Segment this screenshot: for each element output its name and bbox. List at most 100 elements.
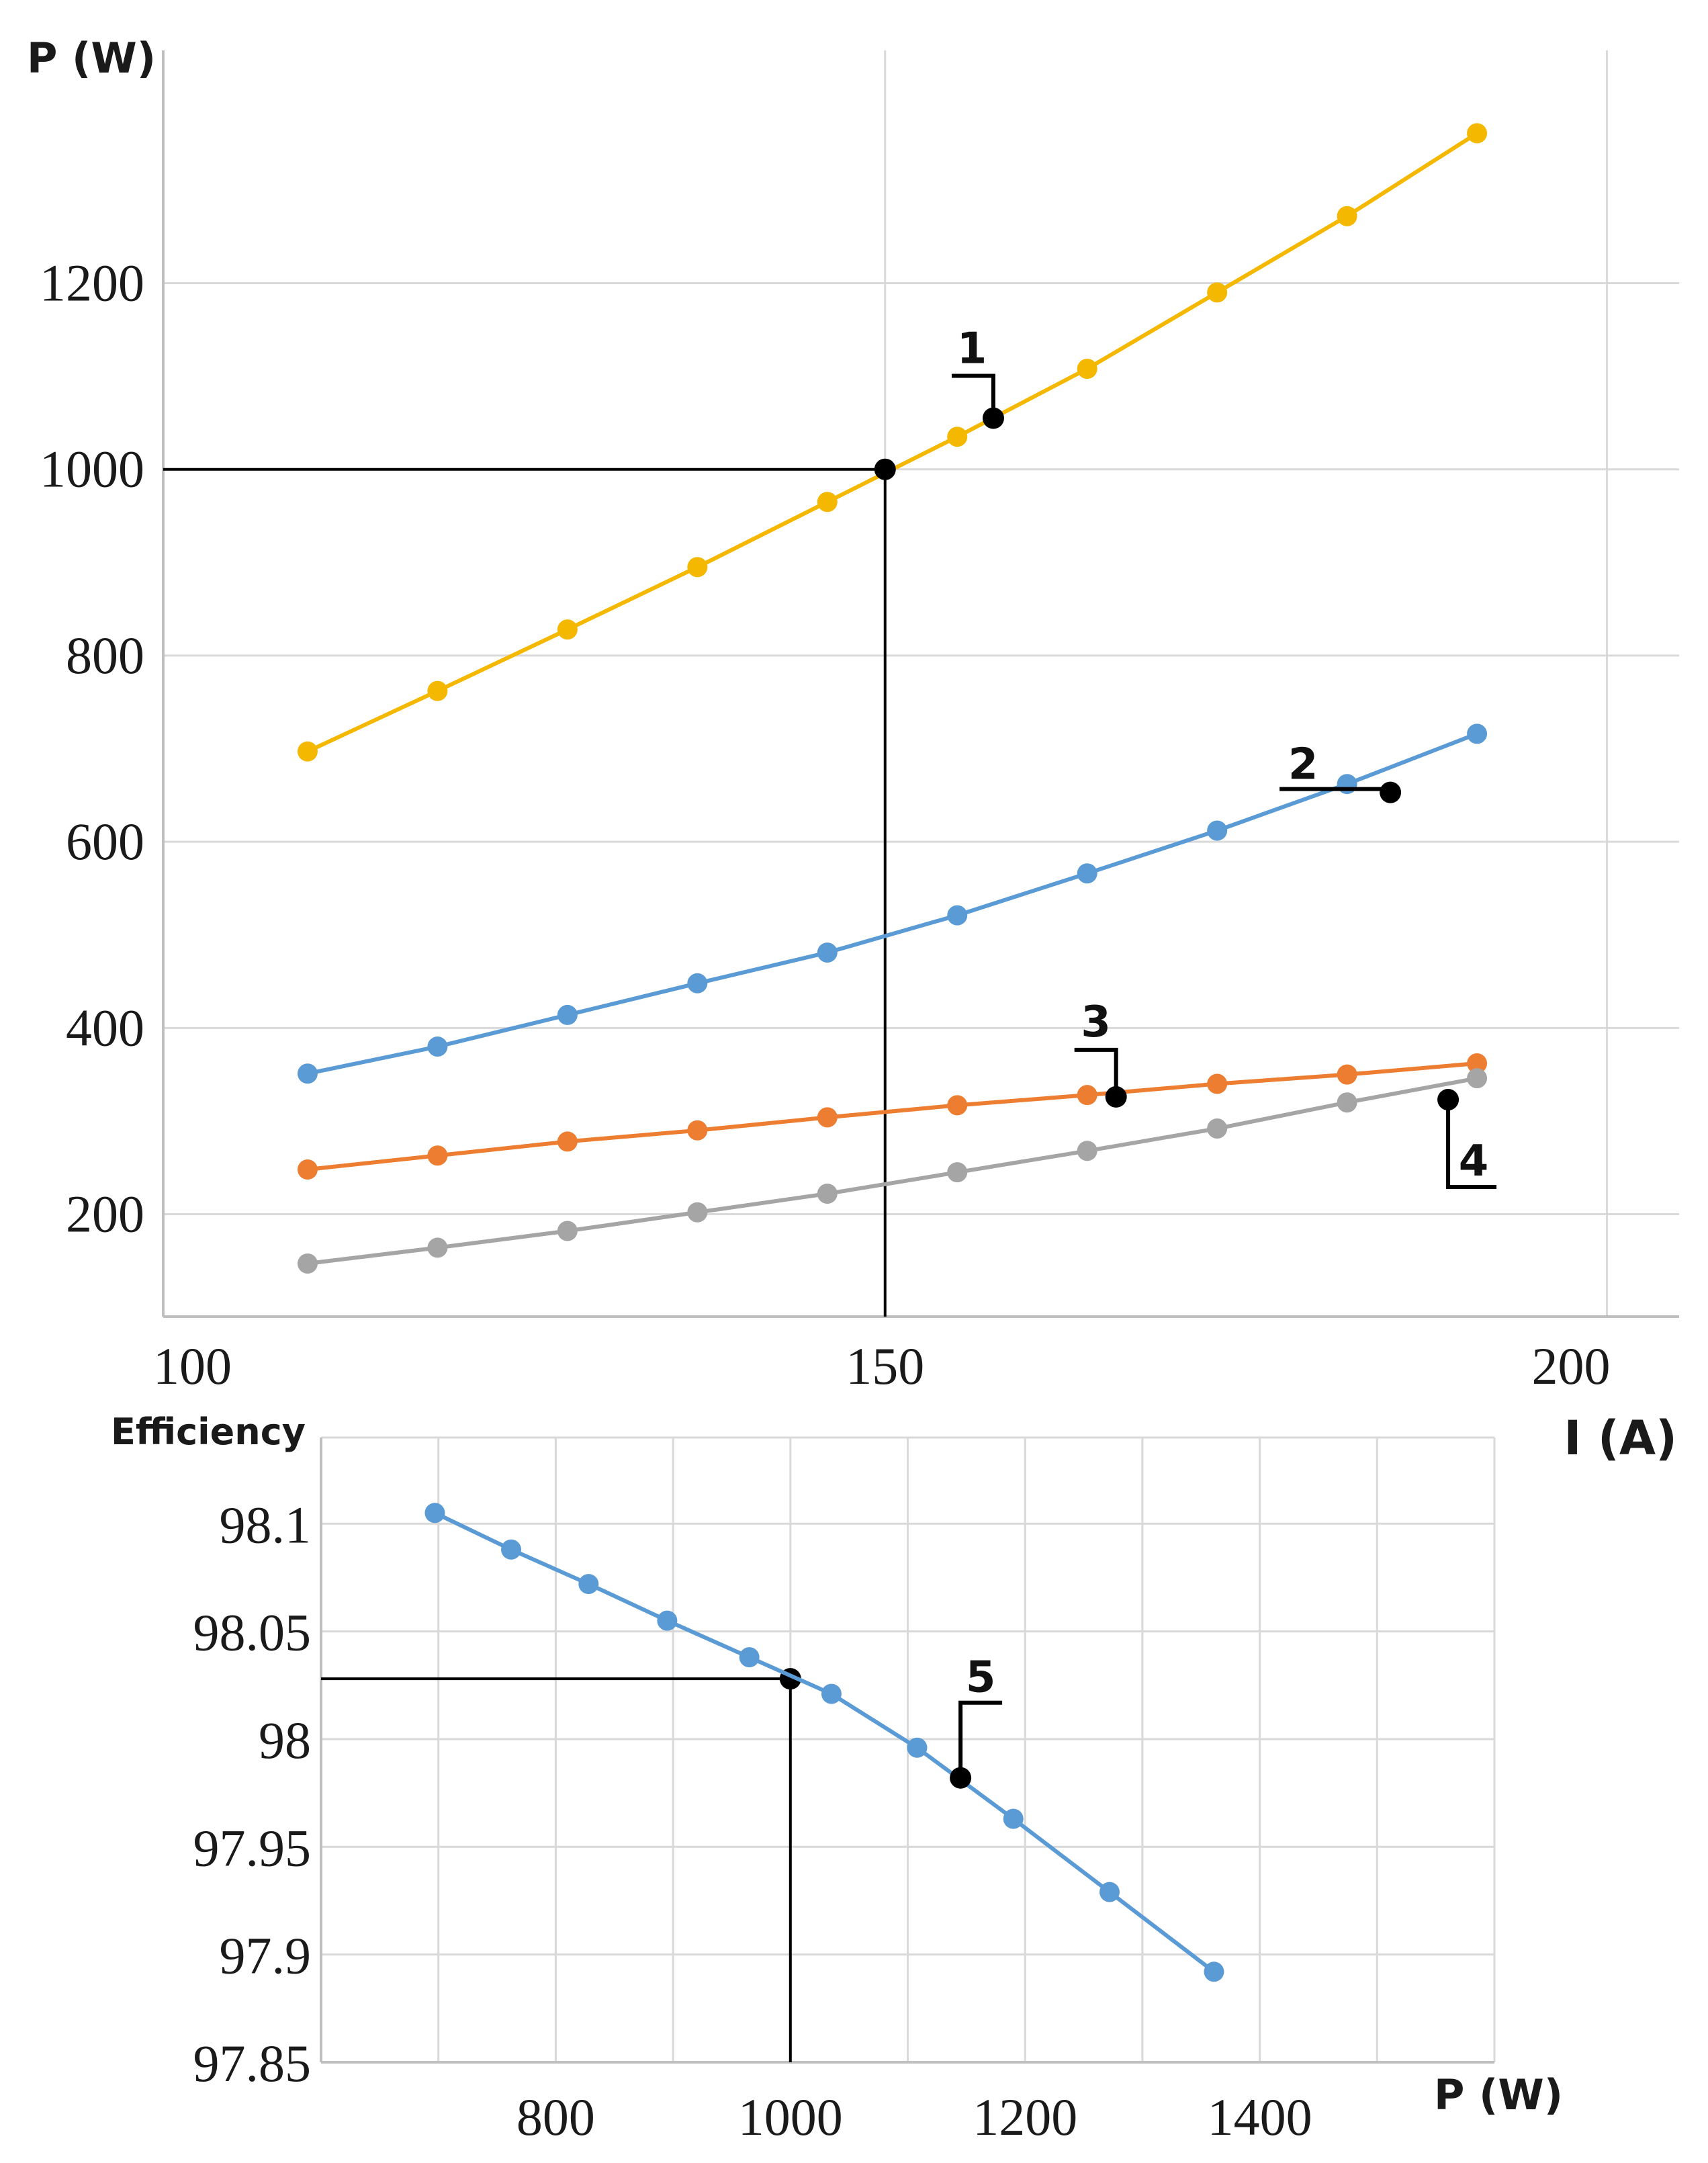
top-y-tick-label: 200 bbox=[66, 1185, 144, 1243]
data-point-series-2 bbox=[947, 905, 968, 926]
data-point-series-1 bbox=[947, 427, 968, 447]
top-operating-point bbox=[874, 458, 896, 480]
bottom-y-tick-label: 97.85 bbox=[193, 2034, 312, 2092]
efficiency-data-point bbox=[821, 1683, 842, 1704]
data-point-series-1 bbox=[427, 680, 448, 701]
marker-label-3: 3 bbox=[1081, 998, 1111, 1047]
data-point-series-1 bbox=[1077, 359, 1097, 380]
data-point-series-2 bbox=[817, 942, 838, 963]
bottom-operating-point-guides bbox=[321, 1668, 801, 2062]
efficiency-data-point bbox=[1003, 1808, 1024, 1829]
bottom-y-tick-labels: 97.85 97.9 97.95 98 98.05 98.1 bbox=[193, 1495, 312, 2092]
marker-label-5: 5 bbox=[966, 1653, 996, 1703]
efficiency-data-point bbox=[501, 1539, 522, 1560]
data-point-series-3 bbox=[687, 1120, 708, 1141]
data-point-series-4 bbox=[1207, 1118, 1228, 1139]
bottom-x-tick-label: 1400 bbox=[1208, 2088, 1312, 2146]
top-gridlines bbox=[162, 50, 1679, 1317]
top-x-tick-label: 100 bbox=[153, 1337, 232, 1395]
bottom-y-tick-label: 98.1 bbox=[220, 1495, 312, 1554]
top-y-tick-label: 800 bbox=[66, 626, 144, 685]
bottom-y-tick-label: 98.05 bbox=[193, 1603, 312, 1662]
efficiency-line bbox=[434, 1511, 1216, 1974]
marker-label-2: 2 bbox=[1288, 740, 1318, 790]
data-point-series-3 bbox=[817, 1107, 838, 1128]
data-point-series-2 bbox=[1467, 723, 1488, 744]
marker-point-5 bbox=[950, 1767, 972, 1789]
top-x-tick-label: 200 bbox=[1532, 1337, 1611, 1395]
top-y-tick-label: 400 bbox=[66, 998, 144, 1057]
efficiency-data-point bbox=[739, 1647, 760, 1668]
bottom-x-tick-label: 800 bbox=[516, 2088, 595, 2146]
data-point-series-4 bbox=[687, 1202, 708, 1223]
data-point-series-4 bbox=[1467, 1068, 1488, 1089]
data-point-series-3 bbox=[557, 1131, 578, 1152]
data-point-series-3 bbox=[1077, 1085, 1097, 1106]
data-point-series-4 bbox=[1337, 1092, 1357, 1113]
bottom-y-tick-label: 98 bbox=[259, 1711, 311, 1769]
data-point-series-2 bbox=[297, 1063, 318, 1084]
data-point-series-1 bbox=[297, 741, 318, 762]
marker-label-1: 1 bbox=[957, 324, 987, 373]
data-point-series-4 bbox=[427, 1237, 448, 1258]
data-point-series-2 bbox=[1207, 820, 1228, 841]
data-point-series-3 bbox=[1337, 1064, 1357, 1085]
marker-point-3 bbox=[1105, 1086, 1127, 1108]
top-operating-point-guides bbox=[163, 468, 887, 1317]
data-point-series-1 bbox=[817, 492, 838, 513]
data-point-series-3 bbox=[1467, 1053, 1488, 1073]
data-point-series-1 bbox=[1467, 123, 1488, 144]
top-x-axis-title: I (A) bbox=[1564, 1411, 1677, 1466]
series-line-3 bbox=[307, 1061, 1478, 1172]
efficiency-data-point bbox=[578, 1574, 599, 1595]
bottom-y-axis-title: Efficiency bbox=[111, 1411, 306, 1453]
marker-leader-3 bbox=[1074, 1047, 1118, 1097]
data-point-series-2 bbox=[1077, 863, 1097, 884]
top-callout-markers: 1 2 3 4 bbox=[874, 324, 1497, 1190]
data-point-series-1 bbox=[687, 557, 708, 578]
data-point-series-4 bbox=[817, 1184, 838, 1204]
bottom-x-tick-label: 1200 bbox=[973, 2088, 1077, 2146]
data-point-series-3 bbox=[297, 1159, 318, 1180]
marker-point-2 bbox=[1380, 781, 1402, 803]
top-y-tick-label: 1200 bbox=[40, 254, 144, 312]
bottom-series-group bbox=[424, 1503, 1224, 1982]
data-point-series-4 bbox=[557, 1221, 578, 1241]
efficiency-data-point bbox=[1204, 1961, 1224, 1982]
top-x-tick-labels: 100 150 200 bbox=[153, 1337, 1611, 1395]
data-point-series-2 bbox=[1337, 774, 1357, 795]
data-point-series-2 bbox=[557, 1004, 578, 1025]
top-y-tick-labels: 200 400 600 800 1000 1200 bbox=[40, 254, 144, 1243]
series-line-4 bbox=[307, 1076, 1478, 1266]
marker-leader-1 bbox=[951, 373, 995, 418]
data-point-series-3 bbox=[1207, 1073, 1228, 1094]
data-point-series-4 bbox=[947, 1162, 968, 1183]
data-point-series-1 bbox=[557, 619, 578, 640]
top-y-axis-title: P (W) bbox=[27, 34, 156, 83]
top-y-tick-label: 600 bbox=[66, 812, 144, 871]
top-x-tick-label: 150 bbox=[846, 1337, 924, 1395]
bottom-x-tick-labels: 800 1000 1200 1400 bbox=[516, 2088, 1312, 2146]
power-vs-current-chart: 200 400 600 800 1000 1200 100 150 200 1 2 3 4 P (W… bbox=[27, 34, 1679, 1466]
data-point-series-3 bbox=[947, 1095, 968, 1116]
bottom-x-axis-title: P (W) bbox=[1434, 2070, 1563, 2119]
data-point-series-2 bbox=[687, 973, 708, 994]
marker-leader-4 bbox=[1446, 1100, 1497, 1190]
series-line-2 bbox=[307, 732, 1478, 1076]
efficiency-data-point bbox=[424, 1503, 445, 1524]
efficiency-data-point bbox=[907, 1737, 928, 1758]
top-series-group bbox=[297, 123, 1488, 1274]
data-point-series-4 bbox=[297, 1253, 318, 1274]
bottom-y-tick-label: 97.9 bbox=[220, 1927, 312, 1985]
data-point-series-1 bbox=[1337, 206, 1357, 226]
bottom-callout-markers: 5 bbox=[950, 1653, 1003, 1789]
data-point-series-4 bbox=[1077, 1141, 1097, 1161]
efficiency-data-point bbox=[1099, 1882, 1120, 1902]
bottom-y-tick-label: 97.95 bbox=[193, 1818, 312, 1877]
top-y-tick-label: 1000 bbox=[40, 440, 144, 498]
marker-point-4 bbox=[1437, 1089, 1459, 1111]
bottom-x-tick-label: 1000 bbox=[738, 2088, 843, 2146]
data-point-series-3 bbox=[427, 1145, 448, 1166]
efficiency-vs-power-chart: 97.85 97.9 97.95 98 98.05 98.1 800 1000 1200 140… bbox=[111, 1411, 1563, 2146]
